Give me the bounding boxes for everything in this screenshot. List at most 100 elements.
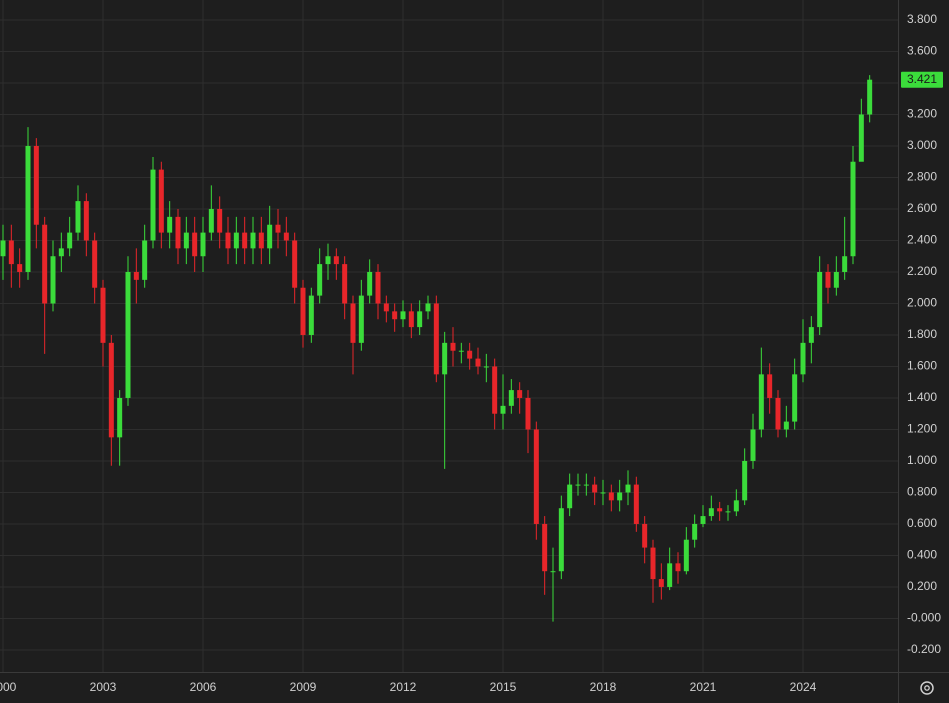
candle-body bbox=[833, 271, 839, 288]
candle-body bbox=[692, 523, 698, 540]
candle-body bbox=[792, 374, 798, 422]
candle-body bbox=[50, 256, 56, 304]
candle-body bbox=[225, 232, 231, 249]
y-tick-label: 3.200 bbox=[907, 107, 937, 121]
x-tick-label: 2009 bbox=[290, 680, 317, 694]
candle-body bbox=[458, 350, 464, 352]
candle-body bbox=[858, 114, 864, 162]
candle-body bbox=[483, 366, 489, 368]
candle-body bbox=[400, 311, 406, 320]
y-tick-label: 1.400 bbox=[907, 390, 937, 404]
candle-body bbox=[92, 240, 98, 288]
candle-body bbox=[175, 216, 181, 249]
candle-body bbox=[250, 232, 256, 249]
y-tick-label: -0.200 bbox=[907, 642, 941, 656]
candle-body bbox=[600, 492, 606, 494]
candle-body bbox=[583, 484, 589, 486]
candle-body bbox=[325, 256, 331, 265]
candle-body bbox=[767, 374, 773, 398]
candles bbox=[0, 75, 873, 622]
candle-body bbox=[542, 523, 548, 572]
candle-body bbox=[392, 311, 398, 320]
y-tick-label: 2.000 bbox=[907, 296, 937, 310]
candle-body bbox=[183, 232, 189, 249]
candle-body bbox=[825, 271, 831, 288]
candle-body bbox=[475, 358, 481, 367]
candle-body bbox=[125, 271, 131, 398]
candle-body bbox=[867, 79, 873, 115]
x-tick-label: 2015 bbox=[490, 680, 517, 694]
candle-body bbox=[533, 429, 539, 524]
candle-body bbox=[258, 232, 264, 249]
candle-body bbox=[208, 208, 214, 233]
y-tick-label: 2.600 bbox=[907, 201, 937, 215]
candle-body bbox=[350, 303, 356, 343]
candle-body bbox=[200, 232, 206, 257]
y-tick-label: 0.400 bbox=[907, 548, 937, 562]
candle-body bbox=[817, 271, 823, 328]
x-tick-label: 2024 bbox=[790, 680, 817, 694]
candle-body bbox=[675, 563, 681, 572]
candle-body bbox=[8, 240, 14, 265]
candle-body bbox=[625, 484, 631, 493]
candle-body bbox=[292, 240, 298, 288]
candle-body bbox=[750, 429, 756, 461]
candle-body bbox=[375, 271, 381, 304]
y-tick-label: 3.600 bbox=[907, 44, 937, 58]
candle-body bbox=[717, 508, 723, 512]
candle-body bbox=[758, 374, 764, 430]
candle-body bbox=[567, 484, 573, 509]
candle-body bbox=[850, 161, 856, 257]
candle-body bbox=[67, 232, 73, 249]
y-tick-label: 1.800 bbox=[907, 327, 937, 341]
candle-body bbox=[242, 232, 248, 249]
candle-body bbox=[417, 311, 423, 328]
last-price-label: 3.421 bbox=[907, 72, 937, 86]
candle-body bbox=[742, 460, 748, 501]
candle-body bbox=[733, 500, 739, 512]
candle-body bbox=[808, 327, 814, 343]
candle-body bbox=[842, 256, 848, 272]
candle-body bbox=[217, 208, 223, 233]
candle-body bbox=[433, 303, 439, 375]
candle-body bbox=[725, 511, 731, 513]
y-tick-label: 3.000 bbox=[907, 138, 937, 152]
candle-body bbox=[192, 232, 198, 257]
y-tick-label: 3.800 bbox=[907, 12, 937, 26]
candle-body bbox=[617, 492, 623, 501]
y-tick-label: 0.600 bbox=[907, 516, 937, 530]
candle-body bbox=[700, 516, 706, 524]
candle-body bbox=[775, 397, 781, 430]
candle-body bbox=[42, 224, 48, 304]
x-tick-label: 2018 bbox=[590, 680, 617, 694]
candle-body bbox=[75, 201, 81, 233]
settings-hub bbox=[924, 685, 930, 691]
y-tick-label: -0.000 bbox=[907, 611, 941, 625]
candle-body bbox=[117, 397, 123, 438]
settings-ring bbox=[920, 681, 934, 695]
candle-body bbox=[425, 303, 431, 312]
candle-body bbox=[708, 508, 714, 517]
candle-body bbox=[358, 295, 364, 343]
candle-body bbox=[450, 342, 456, 351]
candle-body bbox=[158, 169, 164, 233]
candle-body bbox=[83, 201, 89, 241]
candle-body bbox=[33, 145, 39, 225]
candle-body bbox=[0, 240, 6, 257]
y-tick-label: 1.200 bbox=[907, 422, 937, 436]
settings-icon[interactable] bbox=[920, 681, 934, 695]
candle-body bbox=[167, 216, 173, 233]
candle-body bbox=[17, 264, 23, 272]
candle-body bbox=[608, 492, 614, 501]
candle-body bbox=[300, 287, 306, 335]
candle-body bbox=[642, 523, 648, 548]
candle-body bbox=[650, 547, 656, 580]
y-tick-label: 1.000 bbox=[907, 453, 937, 467]
y-tick-label: 2.800 bbox=[907, 170, 937, 184]
candle-body bbox=[592, 484, 598, 493]
candle-body bbox=[783, 421, 789, 430]
candle-body bbox=[500, 405, 506, 414]
